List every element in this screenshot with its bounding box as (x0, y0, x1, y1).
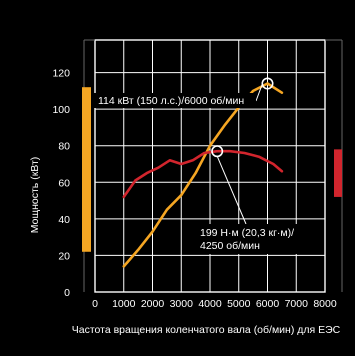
markers (211, 77, 274, 158)
y-tick-labels: 0 20 40 60 80 100 120 (52, 68, 70, 299)
x-tick-label: 7000 (285, 298, 309, 310)
x-tick-label: 0 (92, 298, 98, 310)
annotation-max-torque: 199 Н·м (20,3 кг·м)/ 4250 об/мин (196, 156, 314, 254)
y-tick-label: 20 (58, 250, 70, 262)
annotation-max-torque-text-line1: 199 Н·м (20,3 кг·м)/ (200, 227, 294, 239)
x-tick-label: 4000 (198, 298, 222, 310)
y-tick-label: 120 (52, 68, 70, 80)
series-line-1 (122, 82, 284, 268)
annotation-max-power-leader (255, 83, 263, 102)
x-tick-label: 8000 (313, 298, 337, 310)
series-lines (122, 82, 284, 268)
x-tick-label: 1000 (112, 298, 136, 310)
x-tick-label: 6000 (256, 298, 280, 310)
right-scale-bar (334, 149, 342, 197)
x-tick-labels: 0 1000 2000 3000 4000 5000 6000 7000 8000 (92, 298, 337, 310)
annotation-max-power-text: 114 кВт (150 л.с.)/6000 об/мин (98, 95, 244, 107)
grid (83, 39, 343, 293)
y-tick-label: 100 (52, 104, 70, 116)
x-tick-label: 2000 (141, 298, 165, 310)
y-tick-label: 0 (64, 287, 70, 299)
annotation-max-torque-box (196, 224, 314, 254)
y-axis-label: Мощность (кВт) (29, 157, 41, 233)
y-tick-label: 80 (58, 141, 70, 153)
scale-bars (82, 87, 342, 252)
annotation-max-power: 114 кВт (150 л.с.)/6000 об/мин (94, 83, 263, 108)
series-line-2 (122, 149, 284, 199)
annotation-max-torque-leader (216, 156, 247, 225)
x-tick-label: 3000 (170, 298, 194, 310)
y-tick-label: 60 (58, 177, 70, 189)
annotation-max-power-box (94, 93, 256, 108)
x-tick-label: 5000 (227, 298, 251, 310)
x-axis-label: Частота вращения коленчатого вала (об/ми… (72, 324, 341, 336)
y-tick-label: 40 (58, 214, 70, 226)
annotation-max-torque-text-line2: 4250 об/мин (200, 240, 260, 252)
left-scale-bar (82, 87, 91, 252)
